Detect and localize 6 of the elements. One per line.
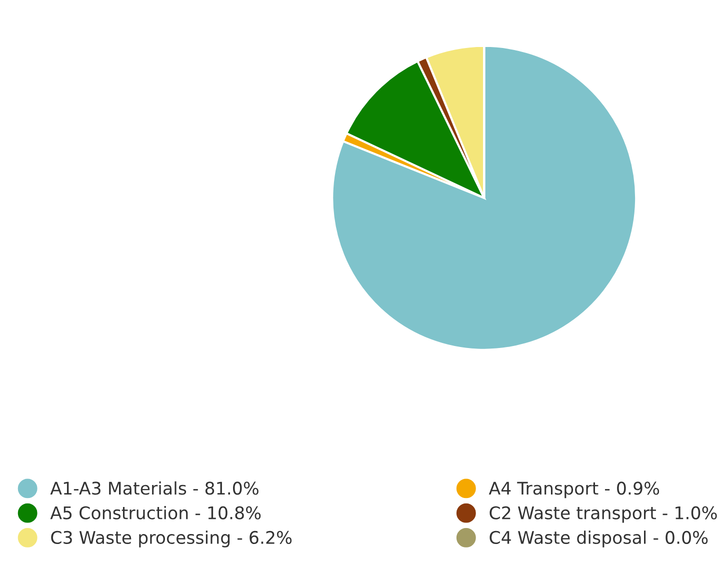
legend-label: C4 Waste disposal - 0.0% <box>490 530 708 548</box>
legend-label: A4 Transport - 0.9% <box>488 482 660 498</box>
legend-label: C3 Waste processing - 6.2% <box>51 530 292 548</box>
legend-label: A1-A3 Materials - 81.0% <box>50 481 258 495</box>
legend-label: C2 Waste transport - 1.0% <box>490 506 717 523</box>
legend-label: A5 Construction - 10.8% <box>50 506 261 520</box>
